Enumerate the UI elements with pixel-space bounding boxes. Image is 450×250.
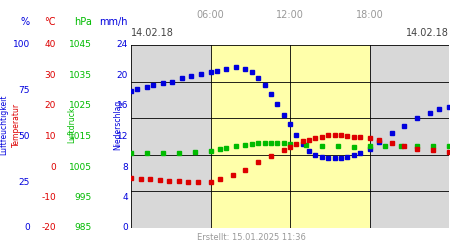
Text: 30: 30 [45,71,56,80]
Text: Temperatur: Temperatur [12,103,21,147]
Text: 18:00: 18:00 [356,10,383,20]
Text: 16: 16 [117,102,128,110]
Text: Niederschlag: Niederschlag [113,100,122,150]
Text: 06:00: 06:00 [197,10,225,20]
Text: 20: 20 [117,71,128,80]
Text: 1005: 1005 [69,162,92,172]
Text: 1035: 1035 [69,71,92,80]
Text: 1025: 1025 [69,102,92,110]
Text: 0: 0 [50,162,56,172]
Text: 985: 985 [75,224,92,232]
Text: 14.02.18: 14.02.18 [406,28,449,38]
Text: 24: 24 [117,40,128,50]
Text: 12:00: 12:00 [276,10,304,20]
Text: 1015: 1015 [69,132,92,141]
Text: 10: 10 [45,132,56,141]
Text: 14.02.18: 14.02.18 [131,28,174,38]
Text: Erstellt: 15.01.2025 11:36: Erstellt: 15.01.2025 11:36 [198,233,306,242]
Text: Luftfeuchtigkeit: Luftfeuchtigkeit [0,95,9,155]
Text: 1045: 1045 [69,40,92,50]
Text: 8: 8 [122,162,128,172]
Text: hPa: hPa [74,17,92,27]
Text: 995: 995 [75,193,92,202]
Text: 0: 0 [122,224,128,232]
Text: %: % [21,17,30,27]
Text: 50: 50 [18,132,30,141]
Text: 75: 75 [18,86,30,95]
Text: Luftdruck: Luftdruck [68,107,76,143]
Text: 100: 100 [13,40,30,50]
Text: 40: 40 [45,40,56,50]
Text: 20: 20 [45,102,56,110]
Text: °C: °C [45,17,56,27]
Bar [211,45,369,228]
Text: -10: -10 [41,193,56,202]
Text: 25: 25 [18,178,30,187]
Text: -20: -20 [41,224,56,232]
Text: mm/h: mm/h [99,17,128,27]
Text: 12: 12 [117,132,128,141]
Text: 4: 4 [122,193,128,202]
Text: 0: 0 [24,224,30,232]
